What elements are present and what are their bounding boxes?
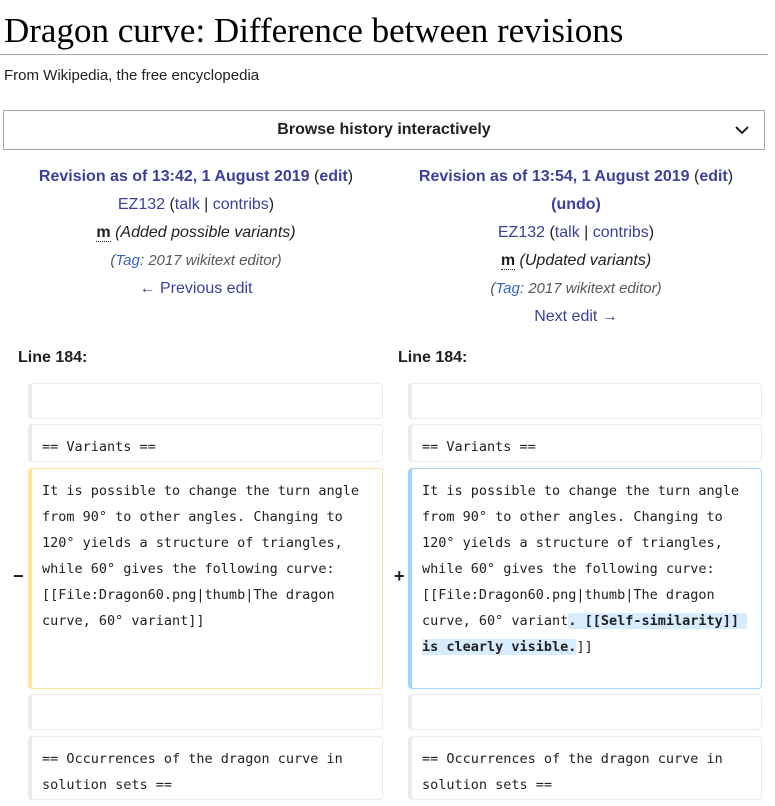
diff-removed-marker: − — [13, 566, 24, 586]
diff-context-old: == Variants == — [28, 424, 383, 462]
diff-context-text: == Variants == — [42, 439, 156, 455]
new-revision-link[interactable]: Revision as of 13:54, 1 August 2019 — [418, 168, 690, 185]
old-line-number: Line 184: — [18, 349, 88, 366]
old-revision-header: Revision as of 13:42, 1 August 2019 (edi… — [38, 168, 354, 297]
browse-history-label: Browse history interactively — [277, 121, 491, 138]
site-tagline: From Wikipedia, the free encyclopedia — [4, 67, 260, 84]
next-edit-link[interactable]: Next edit → — [534, 308, 618, 325]
new-revision-tag-value: 2017 wikitext editor — [528, 280, 657, 297]
diff-context-text: == Variants == — [422, 439, 536, 455]
diff-deleted-line: It is possible to change the turn angle … — [28, 468, 383, 689]
diff-context-empty-new — [408, 694, 762, 730]
diff-context-empty-old — [28, 694, 383, 730]
paren: ) — [648, 224, 655, 241]
diff-added-line: It is possible to change the turn angle … — [408, 468, 762, 689]
old-revision-summary: (Added possible variants) — [115, 224, 296, 241]
paren: ( — [169, 196, 175, 213]
diff-context-text: == Occurrences of the dragon curve in so… — [422, 751, 731, 793]
paren: ) — [347, 168, 354, 185]
new-revision-contribs-link[interactable]: contribs — [592, 224, 649, 241]
new-revision-summary: (Updated variants) — [519, 252, 652, 269]
paren: ( — [551, 196, 557, 213]
paren: ) — [595, 196, 601, 213]
page-title: Dragon curve: Difference between revisio… — [4, 11, 624, 50]
new-line-number: Line 184: — [398, 349, 468, 366]
old-revision-user-link[interactable]: EZ132 — [117, 196, 166, 213]
diff-context-empty-old — [28, 383, 383, 419]
paren: ( — [693, 168, 700, 185]
diff-added-marker: + — [394, 566, 405, 586]
chevron-down-icon — [735, 126, 749, 135]
title-divider — [0, 54, 768, 55]
paren: ) — [727, 168, 734, 185]
diff-added-text: It is possible to change the turn angle … — [422, 478, 749, 660]
diff-context-old: == Occurrences of the dragon curve in so… — [28, 736, 383, 800]
new-revision-header: Revision as of 13:54, 1 August 2019 (edi… — [418, 168, 734, 325]
old-revision-tag-value: 2017 wikitext editor — [148, 252, 277, 269]
minor-edit-badge: m — [96, 224, 111, 242]
undo-link[interactable]: undo — [556, 196, 596, 213]
diff-deleted-text: It is possible to change the turn angle … — [42, 483, 368, 629]
diff-context-new: == Variants == — [408, 424, 762, 462]
old-revision-tag-link[interactable]: Tag — [115, 252, 140, 269]
old-revision-edit-link[interactable]: edit — [319, 168, 348, 185]
new-revision-user-link[interactable]: EZ132 — [497, 224, 546, 241]
new-revision-edit-link[interactable]: edit — [699, 168, 728, 185]
paren: ( — [549, 224, 555, 241]
diff-context-new: == Occurrences of the dragon curve in so… — [408, 736, 762, 800]
diff-context-text: == Occurrences of the dragon curve in so… — [42, 751, 351, 793]
diff-added-text-before: It is possible to change the turn angle … — [422, 483, 748, 629]
paren: ) — [268, 196, 275, 213]
new-revision-tag-link[interactable]: Tag — [495, 280, 520, 297]
old-revision-talk-link[interactable]: talk — [174, 196, 200, 213]
diff-context-empty-new — [408, 383, 762, 419]
browse-history-toggle[interactable]: Browse history interactively — [3, 110, 765, 150]
minor-edit-badge: m — [500, 252, 516, 270]
old-revision-link[interactable]: Revision as of 13:42, 1 August 2019 — [38, 168, 310, 185]
paren: ( — [313, 168, 320, 185]
previous-edit-link[interactable]: ← Previous edit — [139, 280, 253, 297]
old-revision-contribs-link[interactable]: contribs — [212, 196, 269, 213]
diff-added-text-after: ]] — [576, 639, 593, 655]
new-revision-talk-link[interactable]: talk — [554, 224, 580, 241]
